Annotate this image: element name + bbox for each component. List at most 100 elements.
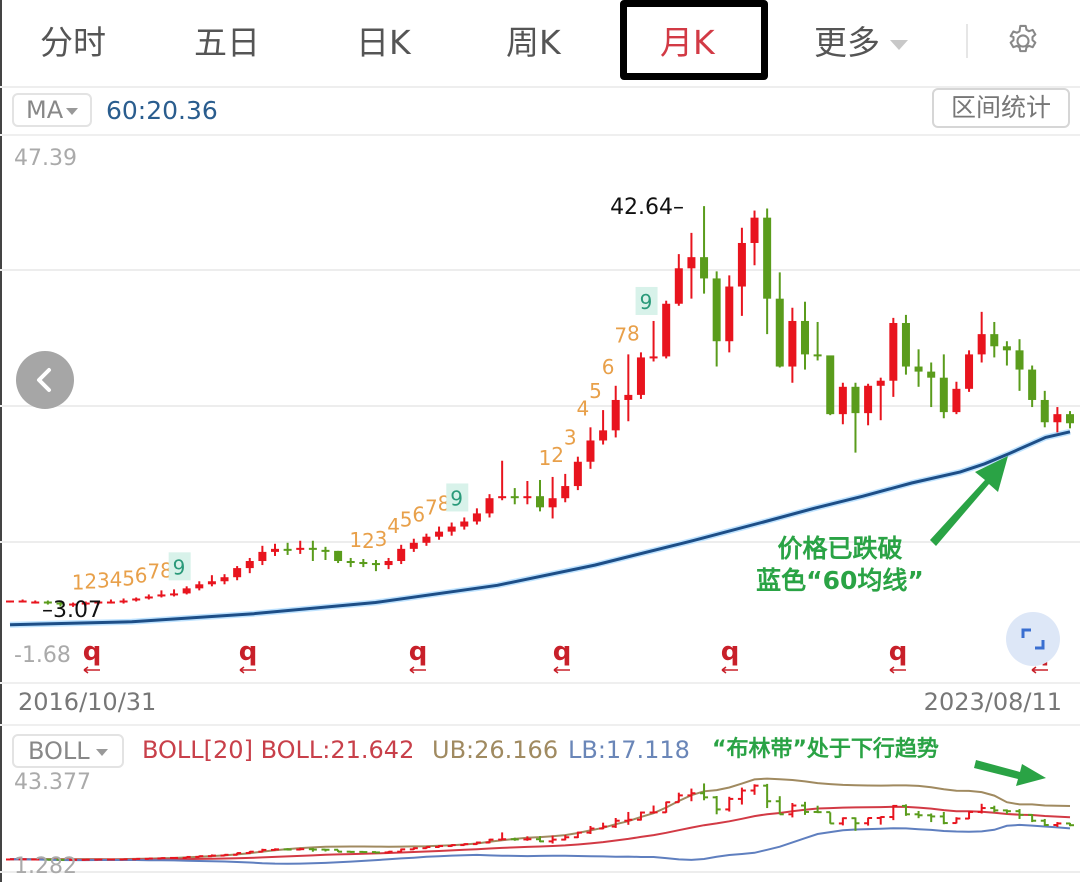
boll-selector[interactable]: BOLL <box>12 734 124 768</box>
candle-body <box>775 298 784 367</box>
candle-body <box>826 355 835 415</box>
td-count-label: 9 <box>173 555 186 579</box>
boll-period: BOLL[20] <box>142 736 253 764</box>
td-count-label: 8 <box>438 492 451 516</box>
tab-label: 月K <box>660 23 715 62</box>
candle-body <box>536 496 544 508</box>
caret-down-icon <box>66 107 79 115</box>
window-edge <box>0 0 2 882</box>
candle-body <box>346 561 355 564</box>
tab-1[interactable]: 五日 <box>194 18 260 68</box>
candle-body <box>636 357 645 395</box>
arrow-left-icon <box>409 666 426 674</box>
td-count-label: 2 <box>551 443 564 467</box>
td-count-label: 1 <box>72 571 85 595</box>
candle-body <box>157 594 166 597</box>
td-q-marker: q <box>553 637 572 667</box>
scroll-back-button[interactable] <box>16 351 74 409</box>
tab-5[interactable]: 更多 <box>814 18 908 68</box>
candle-body <box>624 394 633 400</box>
candle-body <box>435 531 444 537</box>
td-count-label: 7 <box>147 559 160 583</box>
candle-body <box>1028 369 1037 400</box>
candle-body <box>233 568 242 578</box>
candle-body <box>700 257 709 279</box>
candle-body <box>927 371 936 378</box>
td-count-label: 3 <box>564 426 577 450</box>
candle-body <box>901 322 910 367</box>
candle-body <box>498 496 507 499</box>
candle-body <box>283 548 292 551</box>
candle-body <box>195 584 204 589</box>
candle-body <box>132 598 141 601</box>
td-count-label: 7 <box>614 323 627 347</box>
td-count-label: 6 <box>412 503 425 527</box>
candle-body <box>649 356 658 359</box>
candle-body <box>548 498 557 508</box>
candle-body <box>750 217 759 243</box>
candle-body <box>6 600 14 603</box>
candle-body <box>81 602 90 605</box>
td-nine-bg <box>446 483 469 512</box>
low-price-label: –3.07 <box>42 598 102 623</box>
candle-body <box>207 581 216 585</box>
candle-body <box>561 486 570 499</box>
candle-body <box>94 601 103 604</box>
candle-body <box>523 496 532 499</box>
td-count-label: 6 <box>135 563 148 587</box>
candle-body <box>258 551 267 562</box>
tab-0[interactable]: 分时 <box>40 18 106 68</box>
annotation-line-1: 价格已跌破 <box>777 534 903 563</box>
end-date: 2023/08/11 <box>923 688 1062 716</box>
candle-body <box>965 354 974 389</box>
candle-body <box>939 377 948 413</box>
candle-body <box>119 600 128 603</box>
fullscreen-button[interactable] <box>1006 612 1060 666</box>
candle-body <box>801 320 809 355</box>
candle-body <box>674 268 683 304</box>
arrow-left-icon <box>721 666 738 674</box>
candle-body <box>271 548 279 552</box>
annotation-arrow-icon <box>930 456 1008 546</box>
candle-body <box>460 521 469 527</box>
candle-body <box>838 386 847 415</box>
ma-break-annotation: 价格已跌破 蓝色“60均线” <box>740 533 940 597</box>
td-count-label: 2 <box>84 570 97 594</box>
td-nine-bg <box>635 286 658 315</box>
td-q-marker: q <box>83 637 102 667</box>
candle-body <box>889 322 898 381</box>
candle-body <box>725 286 734 342</box>
candle-body <box>106 601 115 604</box>
candle-body <box>573 461 582 487</box>
tab-3[interactable]: 周K <box>506 18 561 68</box>
candle-body <box>712 278 721 342</box>
candle-body <box>170 593 179 596</box>
boll-selector-label: BOLL <box>28 737 90 765</box>
arrow-left-icon <box>83 666 100 674</box>
boll-title: BOLL[20] BOLL:21.642 <box>142 736 414 764</box>
boll-y-max-label: 43.377 <box>14 770 91 795</box>
tab-label: 日K <box>356 23 411 62</box>
ma-selector[interactable]: MA <box>12 93 92 127</box>
candle-body <box>952 388 961 413</box>
gear-icon[interactable] <box>1004 22 1042 60</box>
boll-indicator-row: BOLL BOLL[20] BOLL:21.642 UB:26.166 LB:1… <box>0 728 1080 772</box>
candle-body <box>1015 350 1024 370</box>
td-count-label: 5 <box>122 566 135 590</box>
boll-ub-value: UB:26.166 <box>432 736 559 764</box>
caret-down-icon <box>95 748 108 756</box>
candle-body <box>359 562 368 565</box>
candle-body <box>409 542 418 549</box>
tab-4[interactable]: 月K <box>660 18 715 68</box>
td-count-label: 4 <box>110 567 123 591</box>
td-q-marker: q <box>889 637 908 667</box>
candle-body <box>763 217 772 299</box>
arrow-left-icon <box>553 666 570 674</box>
range-stats-button[interactable]: 区间统计 <box>932 88 1070 128</box>
candle-body <box>334 550 343 562</box>
candle-body <box>447 526 456 532</box>
candle-body <box>472 513 481 522</box>
td-count-label: 4 <box>387 514 400 538</box>
candle-body <box>371 563 380 566</box>
tab-2[interactable]: 日K <box>356 18 411 68</box>
